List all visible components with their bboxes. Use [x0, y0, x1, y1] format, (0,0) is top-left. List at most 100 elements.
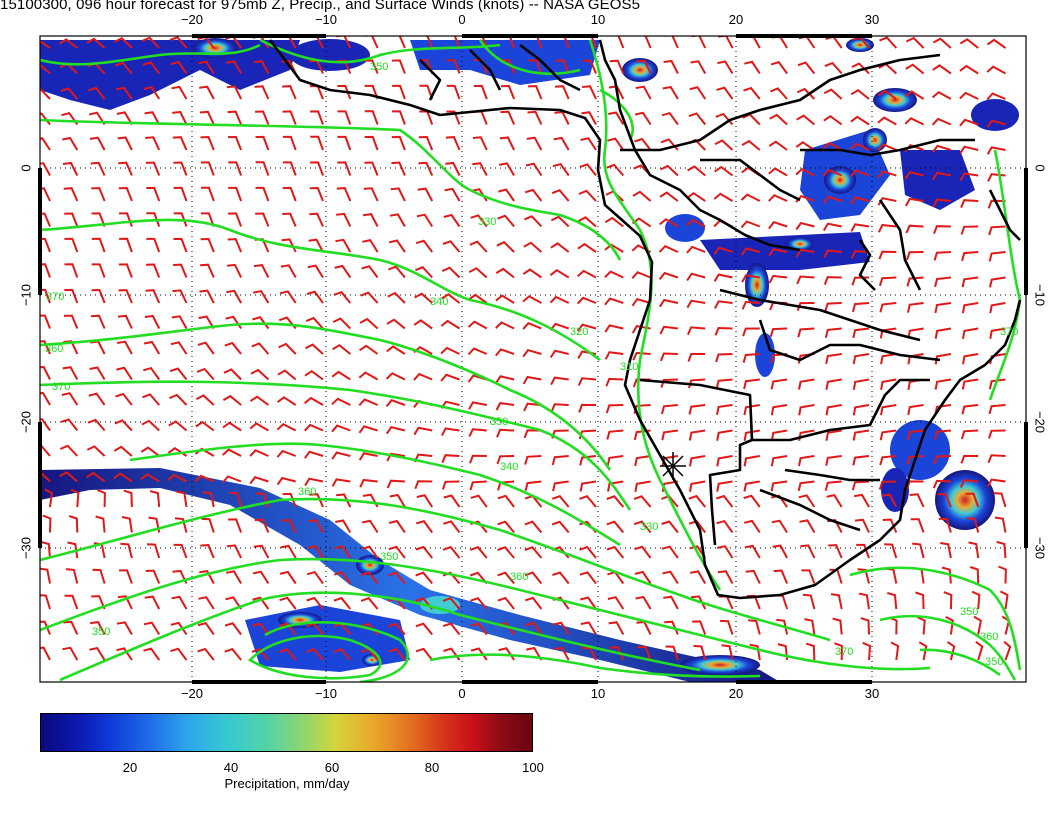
wind-barb	[117, 136, 133, 151]
wind-barb	[776, 618, 789, 635]
lon-tick-bottom: −20	[180, 686, 204, 701]
wind-barb	[146, 543, 161, 559]
wind-barb	[659, 218, 679, 228]
wind-barb	[496, 455, 515, 465]
wind-barb	[226, 289, 242, 304]
wind-barb	[959, 118, 979, 127]
wind-barb	[336, 493, 352, 508]
wind-barb	[524, 571, 543, 585]
wind-barb	[469, 480, 487, 491]
wind-barb	[882, 518, 898, 533]
wind-barb	[659, 298, 679, 308]
wind-barb	[959, 64, 979, 75]
wind-barb	[905, 197, 924, 207]
wind-barb	[549, 295, 570, 304]
wind-barb	[524, 215, 543, 228]
wind-barb	[198, 315, 215, 330]
wind-barb	[419, 36, 434, 49]
wind-barb	[361, 519, 379, 534]
wind-barb	[690, 595, 707, 610]
wind-barb	[65, 568, 79, 584]
wind-barb	[332, 317, 352, 330]
wind-barb	[804, 618, 816, 635]
wind-barb	[580, 621, 597, 636]
wind-barb	[937, 493, 952, 508]
wind-barb	[996, 540, 1007, 559]
wind-barb	[858, 592, 870, 610]
wind-barb	[501, 59, 516, 74]
wind-barb	[662, 85, 679, 100]
wind-barb	[337, 110, 352, 125]
wind-barb	[524, 520, 543, 534]
wind-barb	[851, 302, 870, 313]
wind-barb	[743, 86, 761, 100]
wind-barb	[577, 242, 597, 253]
contour-label: 320	[570, 326, 588, 338]
wind-barb	[143, 340, 161, 355]
wind-barb	[852, 378, 870, 390]
wind-barb	[714, 139, 734, 151]
wind-barb	[40, 39, 51, 49]
wind-barb	[660, 378, 678, 388]
wind-barb	[64, 237, 79, 253]
wind-barb	[95, 515, 106, 533]
wind-barb	[173, 212, 188, 227]
wind-barb	[146, 186, 161, 202]
lon-tick-top: 10	[590, 12, 606, 27]
precipitation-colorbar	[40, 713, 533, 752]
wind-barb	[633, 520, 652, 534]
wind-barb	[143, 86, 161, 100]
wind-barb	[67, 541, 79, 559]
wind-barb	[716, 404, 733, 415]
contour-label: 370	[1000, 326, 1018, 338]
wind-barb	[40, 391, 51, 406]
wind-barb	[61, 392, 79, 406]
wind-barb	[194, 447, 215, 457]
wind-barb	[496, 240, 515, 253]
wind-barb	[796, 302, 815, 312]
wind-barb	[878, 480, 897, 490]
wind-barb	[64, 288, 79, 304]
wind-barb	[740, 220, 761, 229]
wind-barb	[251, 648, 270, 661]
wind-barb	[824, 302, 842, 312]
wind-barb	[663, 595, 679, 610]
wind-barb	[604, 324, 624, 333]
wind-barb	[659, 191, 679, 202]
chart-title: 15100300, 096 hour forecast for 975mb Z,…	[0, 0, 641, 13]
wind-barb	[773, 569, 789, 584]
wind-barb	[579, 545, 597, 559]
wind-barb	[715, 494, 734, 508]
wind-barb	[59, 471, 78, 483]
wind-barb	[715, 353, 733, 363]
lon-tick-top: 20	[728, 12, 744, 27]
wind-barb	[440, 373, 460, 382]
wind-barb	[119, 569, 133, 584]
wind-barb	[879, 455, 897, 466]
wind-barb	[661, 429, 679, 441]
wind-barb	[801, 569, 816, 584]
wind-barb	[508, 36, 516, 49]
wind-barb	[770, 455, 788, 467]
wind-barb	[113, 445, 133, 457]
wind-barb	[413, 319, 433, 330]
wind-barb	[912, 542, 925, 559]
wind-barb	[909, 493, 925, 508]
wind-barb	[388, 622, 406, 636]
wind-barb	[197, 341, 215, 355]
wind-barb	[199, 570, 215, 584]
wind-barb	[771, 519, 788, 534]
wind-barb	[445, 136, 461, 151]
wind-barb	[905, 36, 925, 49]
wind-barb	[933, 455, 951, 465]
wind-barb	[496, 428, 515, 438]
wind-barb	[361, 545, 379, 559]
wind-barb	[470, 622, 488, 636]
wind-barb	[91, 212, 106, 227]
wind-barb	[309, 186, 324, 202]
wind-barb	[522, 375, 542, 385]
wind-barb	[877, 170, 897, 179]
wind-barb	[877, 89, 897, 100]
wind-barb	[890, 641, 900, 661]
wind-barb	[522, 322, 542, 330]
